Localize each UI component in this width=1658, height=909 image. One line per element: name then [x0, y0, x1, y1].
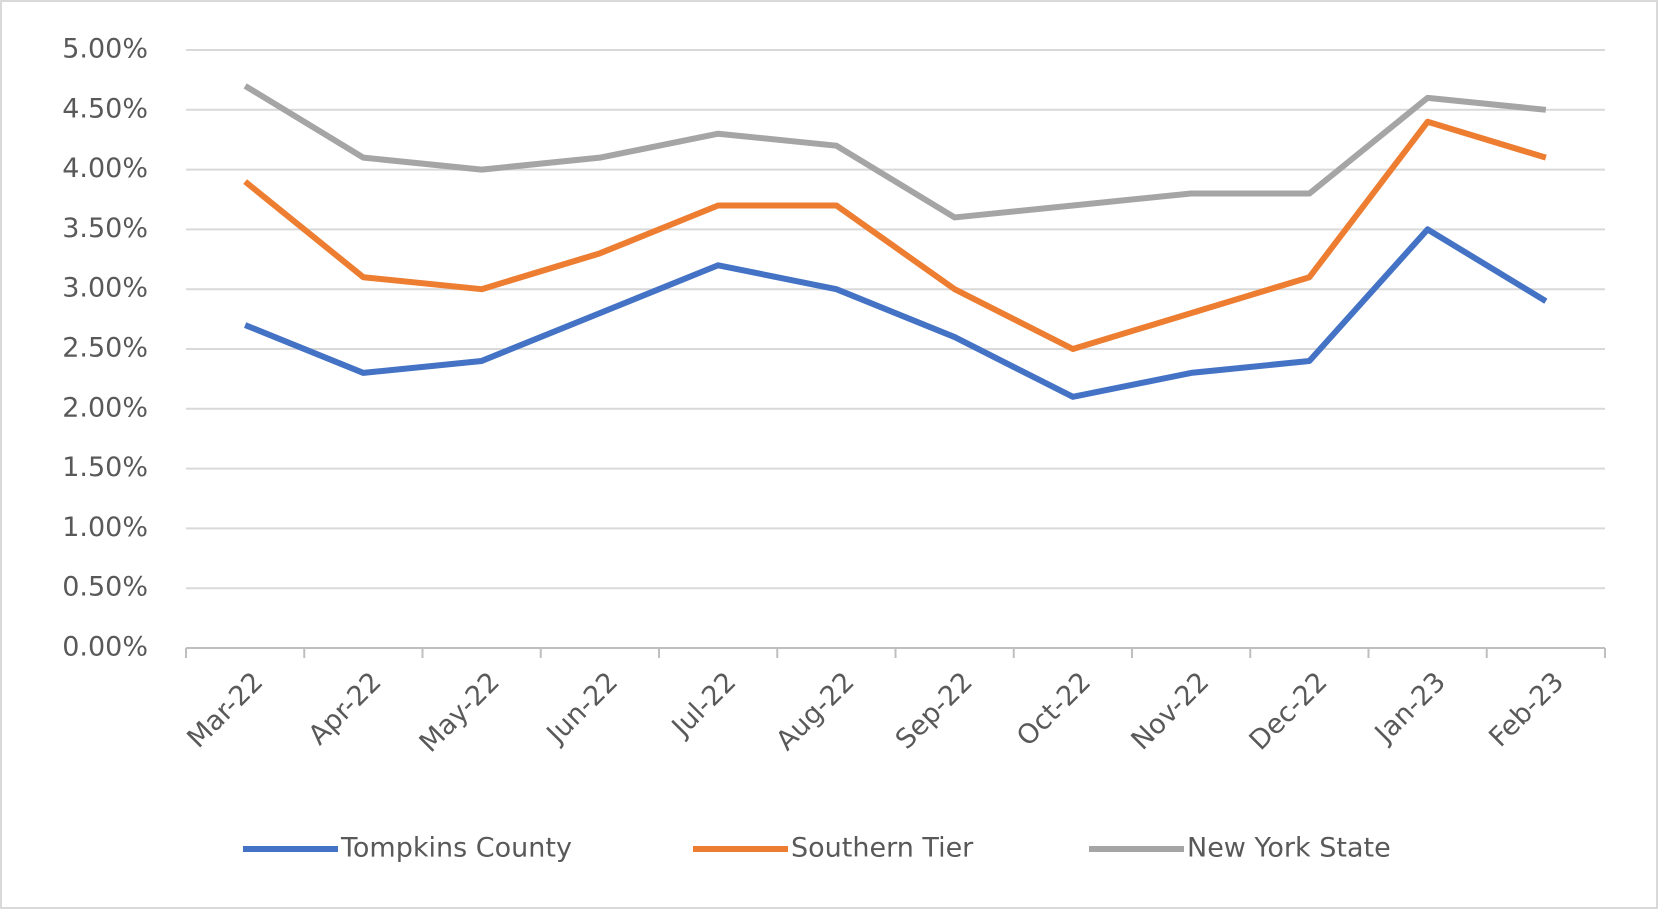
y-tick-label: 0.50% [62, 572, 148, 603]
y-tick-label: 1.50% [62, 452, 148, 483]
y-tick-label: 1.00% [62, 512, 148, 543]
legend-label: Tompkins County [340, 833, 572, 864]
legend-label: Southern Tier [791, 833, 974, 864]
series-line [243, 118, 1547, 352]
series-line [243, 226, 1548, 400]
y-tick-label: 2.00% [62, 392, 148, 423]
legend-label: New York State [1187, 833, 1391, 864]
y-tick-label: 4.50% [62, 93, 148, 124]
y-tick-label: 3.50% [62, 213, 148, 244]
y-tick-label: 5.00% [62, 34, 148, 65]
y-tick-label: 3.00% [62, 273, 148, 304]
series-line [243, 83, 1547, 221]
y-tick-label: 4.00% [62, 153, 148, 184]
y-tick-label: 2.50% [62, 333, 148, 364]
y-tick-label: 0.00% [62, 632, 148, 663]
